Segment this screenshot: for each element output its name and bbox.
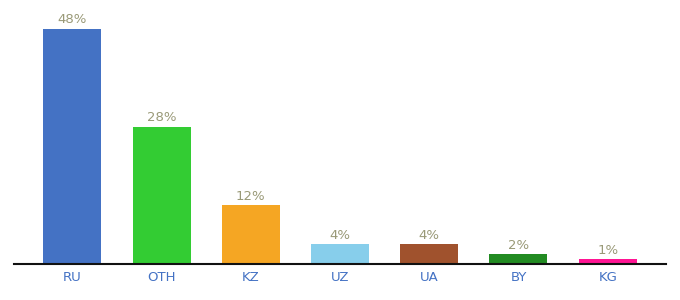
Bar [133, 127, 190, 264]
Bar [311, 244, 369, 264]
Text: 48%: 48% [58, 13, 87, 26]
Text: 4%: 4% [419, 229, 440, 242]
Text: 28%: 28% [147, 111, 176, 124]
Bar [579, 259, 636, 264]
Text: 1%: 1% [597, 244, 618, 256]
Text: 12%: 12% [236, 190, 266, 203]
Bar [401, 244, 458, 264]
Text: 4%: 4% [330, 229, 350, 242]
Bar [44, 28, 101, 264]
Text: 2%: 2% [508, 239, 529, 252]
Bar [222, 205, 279, 264]
Bar [490, 254, 547, 264]
